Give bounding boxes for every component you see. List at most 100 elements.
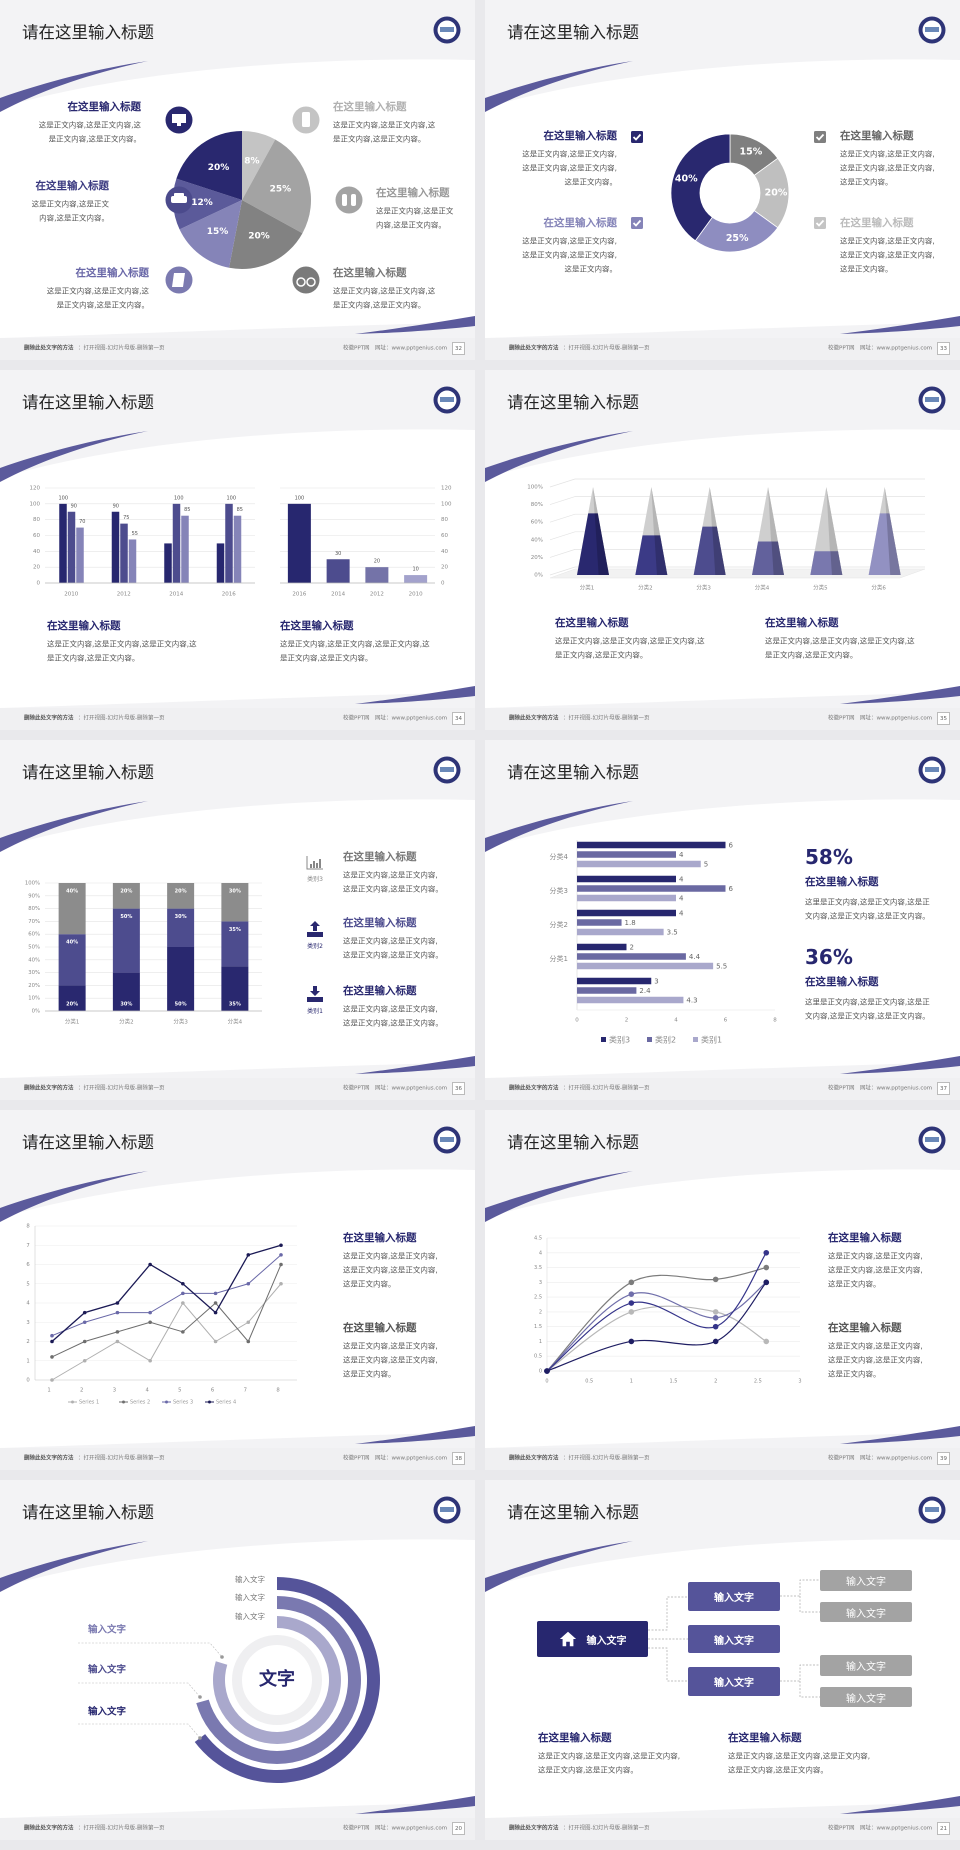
data-point[interactable] [279,1281,283,1286]
bar[interactable] [225,503,233,583]
data-point[interactable] [628,1300,635,1306]
data-point[interactable] [50,1378,54,1382]
bar[interactable] [577,860,701,868]
bar[interactable] [577,885,726,892]
data-point[interactable] [712,1309,719,1315]
data-point[interactable] [712,1276,719,1283]
stacked-bar-segment[interactable] [221,966,249,1011]
bar[interactable] [577,928,664,936]
data-point[interactable] [115,1310,120,1315]
series-line[interactable] [51,1264,282,1358]
data-point[interactable] [148,1320,152,1325]
data-point[interactable] [628,1291,635,1297]
data-point[interactable] [628,1338,635,1345]
data-point[interactable] [712,1323,719,1330]
data-point[interactable] [82,1339,87,1344]
data-point[interactable] [213,1310,218,1315]
donut-slice[interactable] [670,133,731,242]
data-point[interactable] [82,1320,87,1325]
bar[interactable] [216,543,225,583]
data-point[interactable] [246,1253,251,1257]
leaf-node[interactable]: 输入文字 [820,1602,912,1622]
data-point[interactable] [181,1281,185,1286]
bar[interactable] [577,987,637,994]
stacked-bar-segment[interactable] [112,908,140,973]
bar[interactable] [577,909,676,917]
data-point[interactable] [50,1339,54,1344]
data-point[interactable] [82,1310,87,1315]
data-point[interactable] [148,1358,152,1363]
stacked-bar-segment[interactable] [221,883,249,922]
data-point[interactable] [712,1315,719,1321]
pie-slice[interactable] [242,131,276,200]
bar[interactable] [577,977,652,985]
stacked-bar-segment[interactable] [112,883,140,909]
data-point[interactable] [712,1338,719,1345]
bar[interactable] [577,943,627,951]
bar[interactable] [404,575,428,583]
leaf-node[interactable]: 输入文字 [820,1570,912,1591]
data-point[interactable] [279,1253,283,1257]
series-curve[interactable] [546,1266,767,1372]
stacked-bar-segment[interactable] [58,934,86,986]
stacked-bar-segment[interactable] [58,985,86,1011]
stacked-bar-segment[interactable] [167,908,195,947]
bar[interactable] [365,567,389,583]
bar[interactable] [577,962,714,970]
data-point[interactable] [115,1339,120,1344]
data-point[interactable] [628,1279,635,1286]
bar[interactable] [76,527,84,583]
data-point[interactable] [763,1338,770,1345]
bar[interactable] [577,996,684,1004]
data-point[interactable] [246,1281,251,1286]
bar[interactable] [577,953,686,960]
pyramid-value[interactable] [810,551,843,575]
data-point[interactable] [181,1330,185,1334]
stacked-bar-segment[interactable] [167,947,195,1011]
data-point[interactable] [50,1333,54,1338]
pie-slice[interactable] [176,131,242,200]
data-point[interactable] [213,1291,218,1296]
data-point[interactable] [763,1249,770,1256]
data-point[interactable] [181,1301,185,1305]
data-point[interactable] [82,1358,87,1363]
bar[interactable] [577,894,676,902]
pie-slice[interactable] [229,200,303,269]
bar[interactable] [577,875,676,883]
bar[interactable] [172,503,181,583]
series-curve[interactable] [546,1281,767,1372]
bar[interactable] [287,503,311,583]
data-point[interactable] [279,1262,283,1267]
bar[interactable] [577,841,726,849]
pyramid-value[interactable] [752,541,784,575]
data-point[interactable] [763,1279,770,1286]
pyramid-value[interactable] [693,526,726,575]
series-curve[interactable] [546,1305,767,1372]
series-curve[interactable] [546,1252,767,1372]
data-point[interactable] [213,1339,218,1344]
stacked-bar-segment[interactable] [167,883,195,909]
data-point[interactable] [50,1355,54,1359]
data-point[interactable] [544,1368,550,1374]
pie-slice[interactable] [242,139,311,234]
series-line[interactable] [51,1283,282,1381]
data-point[interactable] [148,1310,152,1315]
pyramid-value[interactable] [577,513,609,575]
bar[interactable] [577,919,622,926]
bar[interactable] [181,515,189,583]
leaf-node[interactable]: 输入文字 [820,1687,912,1707]
series-line[interactable] [51,1244,282,1342]
data-point[interactable] [148,1262,152,1267]
bar[interactable] [111,511,120,583]
bar[interactable] [326,559,350,583]
bar[interactable] [164,543,172,583]
pie-slice[interactable] [172,178,242,230]
stacked-bar-segment[interactable] [221,921,249,967]
data-point[interactable] [628,1309,635,1315]
bar[interactable] [233,515,242,583]
pyramid-value[interactable] [635,535,668,575]
branch-node[interactable]: 输入文字 [688,1667,780,1696]
series-curve[interactable] [546,1281,767,1372]
bar[interactable] [67,511,76,583]
pyramid-value[interactable] [868,513,901,575]
